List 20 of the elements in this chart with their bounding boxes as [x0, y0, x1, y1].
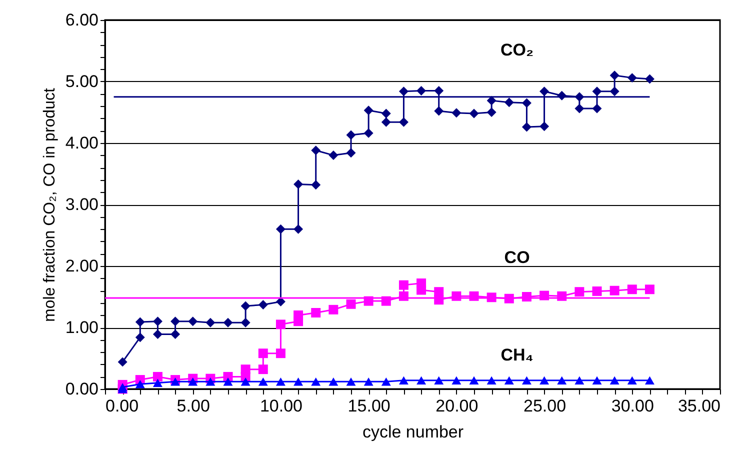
y-tick-label: 3.00 — [65, 195, 98, 214]
x-tick-label: 35.00 — [678, 396, 720, 416]
x-axis-title: cycle number — [362, 422, 464, 442]
x-tick-label: 25.00 — [524, 396, 566, 416]
y-tick-label: 6.00 — [65, 10, 98, 30]
x-tick-label: 30.00 — [611, 396, 654, 416]
y-tick-label: 1.00 — [65, 318, 98, 337]
y-tick-label: 0.00 — [65, 380, 98, 398]
x-tick-label: 20.00 — [436, 396, 478, 416]
y-tick-label: 2.00 — [65, 256, 98, 276]
x-tick-label: 15.00 — [348, 396, 390, 416]
x-tick-label: 5.00 — [176, 396, 210, 416]
y-axis-title: mole fraction CO₂, CO in product — [41, 88, 58, 322]
y-tick-label: 5.00 — [65, 72, 98, 91]
series-label: CO₂ — [500, 40, 534, 60]
x-tick-label: 10.00 — [260, 396, 302, 416]
series-label: CH₄ — [500, 345, 534, 364]
y-tick-label: 4.00 — [65, 134, 98, 152]
series-label: CO — [504, 248, 530, 268]
x-tick-label: 0.00 — [106, 396, 139, 416]
